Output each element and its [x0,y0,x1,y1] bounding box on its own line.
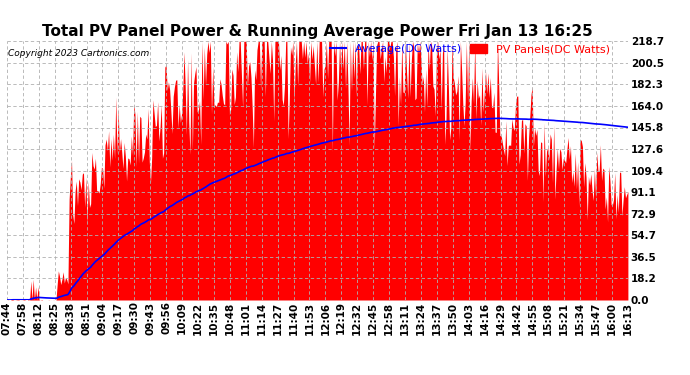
Legend: Average(DC Watts), PV Panels(DC Watts): Average(DC Watts), PV Panels(DC Watts) [330,44,610,54]
Title: Total PV Panel Power & Running Average Power Fri Jan 13 16:25: Total PV Panel Power & Running Average P… [42,24,593,39]
Text: Copyright 2023 Cartronics.com: Copyright 2023 Cartronics.com [8,49,150,58]
